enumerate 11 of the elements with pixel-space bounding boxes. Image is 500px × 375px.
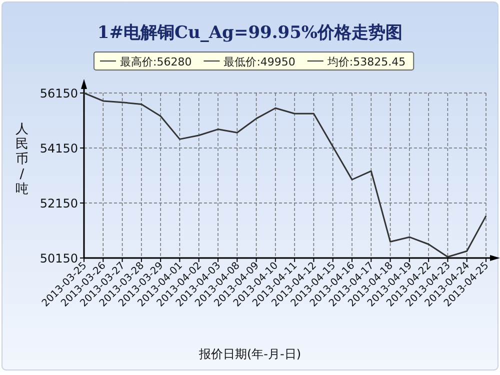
y-tick-label: 52150 [40,196,78,210]
line-series [83,92,487,258]
y-axis-title: 人民币/吨 [16,122,28,197]
chart-title: 1#电解铜Cu_Ag=99.95%价格走势图 [97,23,403,43]
text: 均价:53825.45 [326,56,406,68]
y-tick-label: 54150 [40,142,78,156]
text: 最高价:56280 [120,56,192,68]
x-axis-title: 报价日期(年-月-日) [198,347,302,361]
text: 最低价:49950 [224,56,296,68]
y-tick-label: 50150 [40,252,78,266]
y-tick-label: 56150 [40,86,78,100]
